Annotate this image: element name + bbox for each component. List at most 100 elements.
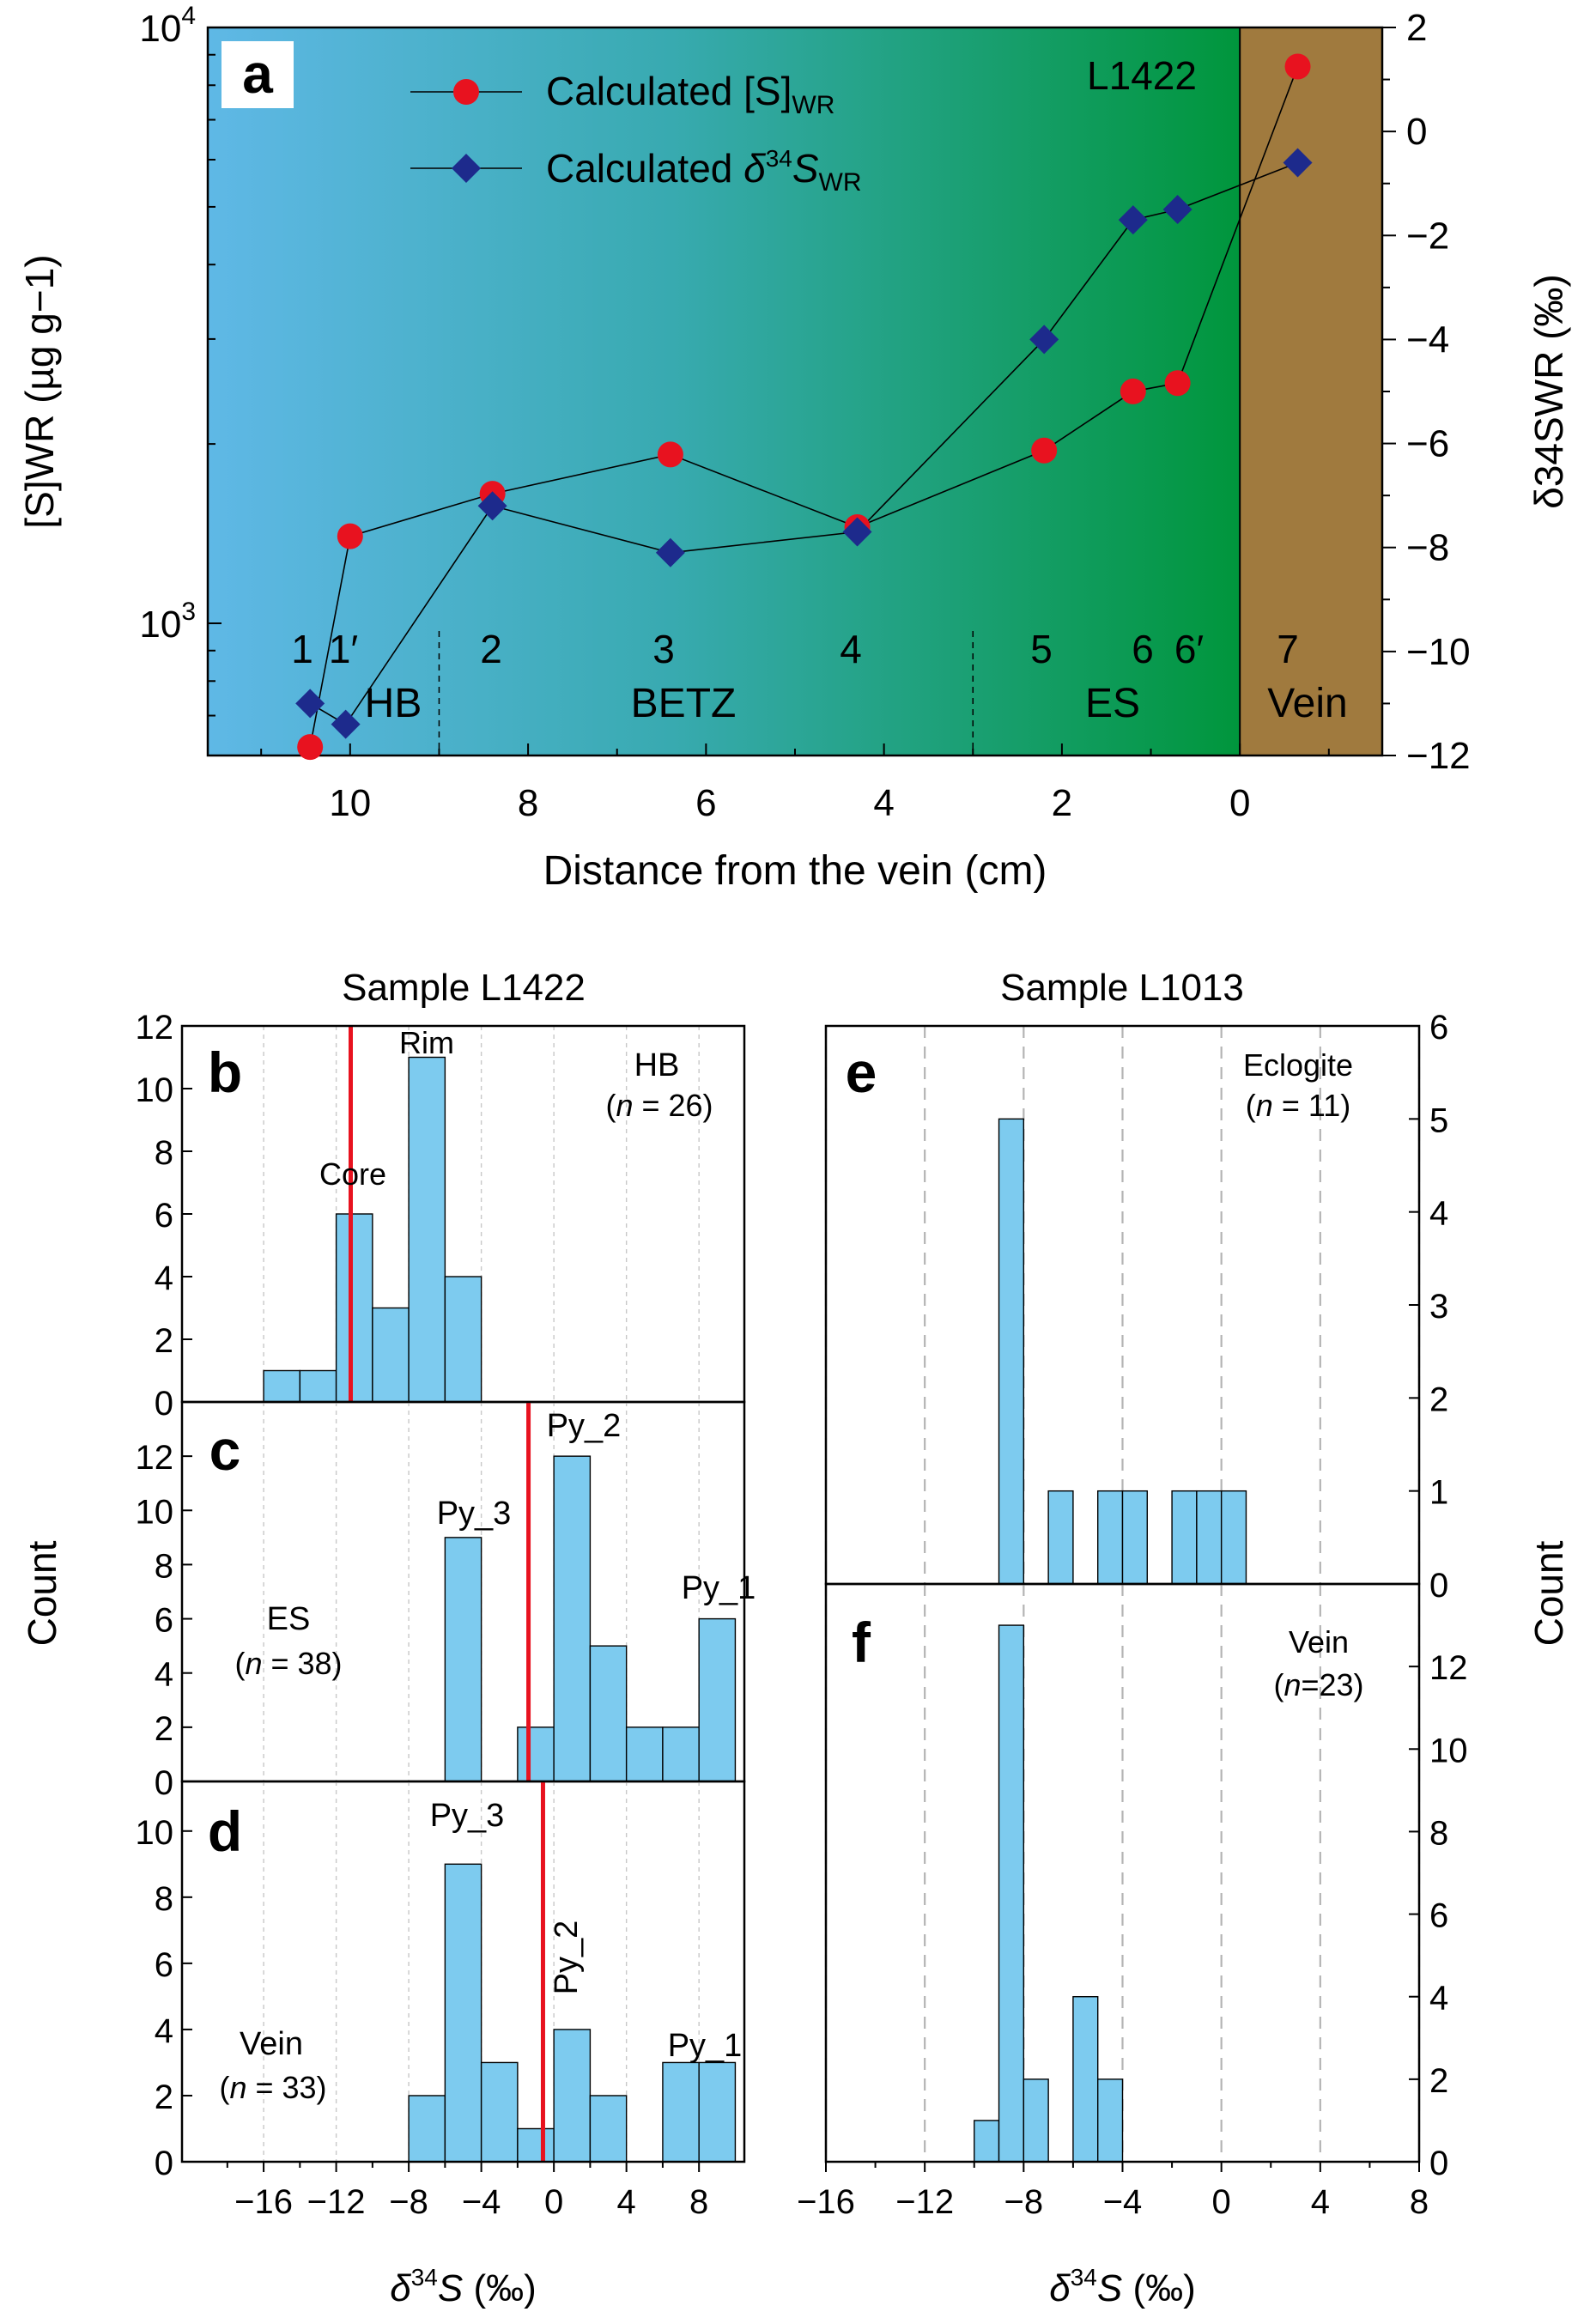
zone-label: ES	[1085, 681, 1140, 726]
y-tick-label: 0	[155, 2145, 173, 2182]
legend-marker-s-content	[453, 79, 479, 105]
y-right-tick-label: 0	[1406, 111, 1427, 153]
histogram-bar	[1097, 2078, 1124, 2163]
histogram-bar	[517, 1726, 555, 1782]
histogram-bar	[553, 1455, 592, 1782]
histogram-bar	[1171, 1490, 1198, 1585]
histogram-bar	[553, 2029, 592, 2163]
y-tick-label: 2	[155, 1322, 173, 1360]
delta34s-point	[477, 491, 507, 521]
y-right-tick-label: −8	[1406, 527, 1449, 569]
delta34s-point	[1162, 195, 1192, 224]
y-tick-label: 6	[1429, 1897, 1448, 1935]
y-tick-label: 8	[155, 1134, 173, 1172]
x-tick-label: −12	[307, 2183, 366, 2221]
histogram-bar	[372, 1307, 410, 1403]
y-tick-label: 8	[155, 1880, 173, 1918]
x-tick-label: −16	[797, 2183, 855, 2221]
y-tick-label: 4	[1429, 1980, 1448, 2018]
sample-size-label: (n = 11)	[1246, 1088, 1350, 1123]
y-tick-label: 6	[1429, 1009, 1448, 1047]
s-content-point	[1284, 53, 1311, 80]
histogram-bar	[698, 2061, 737, 2163]
s-content-point	[1164, 370, 1191, 397]
zone-label: BETZ	[631, 681, 737, 726]
sample-size-label: (n = 38)	[234, 1646, 342, 1681]
legend-label-delta34s: Calculated δ34SWR	[546, 145, 862, 197]
y-tick-label: 12	[136, 1439, 174, 1477]
x-tick-label: 0	[1229, 782, 1250, 824]
x-tick-label: −4	[462, 2183, 501, 2221]
y-tick-label: 6	[155, 1946, 173, 1984]
histogram-bar	[662, 2061, 700, 2163]
x-tick-label: −16	[234, 2183, 293, 2221]
sample-number-label: 6′	[1174, 627, 1204, 671]
delta34s-point	[295, 689, 325, 719]
annotation-py2: Py_2	[549, 1921, 585, 1995]
histogram-bar	[589, 1645, 628, 1782]
s-content-point	[1120, 378, 1146, 404]
x-tick-label: 0	[1212, 2183, 1231, 2221]
y-tick-label: 10	[136, 1493, 174, 1531]
delta34s-point	[842, 517, 872, 547]
histogram-bar	[698, 1617, 737, 1782]
rock-type-label: ES	[267, 1601, 311, 1637]
sample-size-label: (n=23)	[1273, 1667, 1363, 1702]
y-tick-label: 4	[1429, 1195, 1448, 1233]
histogram-bar	[480, 2061, 519, 2163]
zone-label: HB	[365, 681, 422, 726]
y-right-axis-title: δ34SWR (‰)	[1526, 274, 1571, 509]
panel-letter: c	[209, 1418, 241, 1482]
sample-size-label: (n = 33)	[219, 2070, 326, 2105]
panel-frame	[180, 1780, 746, 2163]
histogram-bar	[974, 2120, 1000, 2163]
y-tick-label: 2	[1429, 1381, 1448, 1418]
x-axis-title: δ34S (‰)	[390, 2264, 537, 2309]
sample-number-label: 6	[1132, 627, 1154, 671]
delta34s-point	[655, 537, 685, 567]
y-right-tick-label: −10	[1406, 631, 1471, 673]
y-tick-label: 5	[1429, 1101, 1448, 1139]
sample-label: L1422	[1087, 53, 1197, 98]
histogram-bar	[1023, 2078, 1049, 2163]
sample-number-label: 3	[652, 627, 675, 671]
x-axis-title: Distance from the vein (cm)	[543, 848, 1047, 894]
sample-number-label: 2	[480, 627, 502, 671]
histogram-bar	[1121, 1490, 1148, 1585]
delta34s-point	[1283, 148, 1313, 178]
x-tick-label: −8	[1004, 2183, 1044, 2221]
y-tick-label: 4	[155, 2012, 173, 2050]
histogram-bar	[998, 1118, 1025, 1585]
y-tick-label: 2	[155, 1710, 173, 1748]
x-tick-label: 4	[873, 782, 894, 824]
histogram-bar	[444, 1863, 482, 2163]
panel-d: 0 2 4 6 8 10 −16 −12 −8 −4 0 4 8 δ34S (‰) d Vein (n = 33…	[136, 1780, 746, 2309]
y-tick-label: 3	[1429, 1288, 1448, 1326]
y-tick-label: 10	[136, 1071, 174, 1109]
annotation-core: Core	[319, 1156, 386, 1192]
y-tick-label: 4	[155, 1656, 173, 1694]
delta34s-point	[331, 709, 361, 739]
delta34s-point	[1029, 325, 1059, 355]
rock-type-label: Vein	[1289, 1624, 1349, 1660]
x-tick-label: 0	[544, 2183, 563, 2221]
x-tick-label: 2	[1052, 782, 1072, 824]
y-tick-label: 12	[136, 1009, 174, 1047]
rock-type-label: HB	[634, 1047, 680, 1083]
x-tick-label: 4	[617, 2183, 636, 2221]
histogram-bar	[998, 1624, 1025, 2163]
sample-number-label: 7	[1277, 627, 1299, 671]
s-content-point	[657, 441, 683, 468]
sample-number-label: 1′	[329, 627, 358, 671]
histogram-bar	[444, 1276, 482, 1403]
sample-group-title: Sample L1422	[342, 967, 586, 1009]
x-tick-label: −4	[1103, 2183, 1143, 2221]
panel-letter: f	[852, 1611, 871, 1674]
y-tick-label: 0	[1429, 1567, 1448, 1605]
y-tick-label: 4	[155, 1259, 173, 1297]
histogram-bar	[263, 1369, 301, 1403]
x-tick-label: −8	[389, 2183, 428, 2221]
histogram-bar	[1047, 1490, 1074, 1585]
x-tick-label: 4	[1311, 2183, 1330, 2221]
y-tick-label: 1	[1429, 1474, 1448, 1512]
